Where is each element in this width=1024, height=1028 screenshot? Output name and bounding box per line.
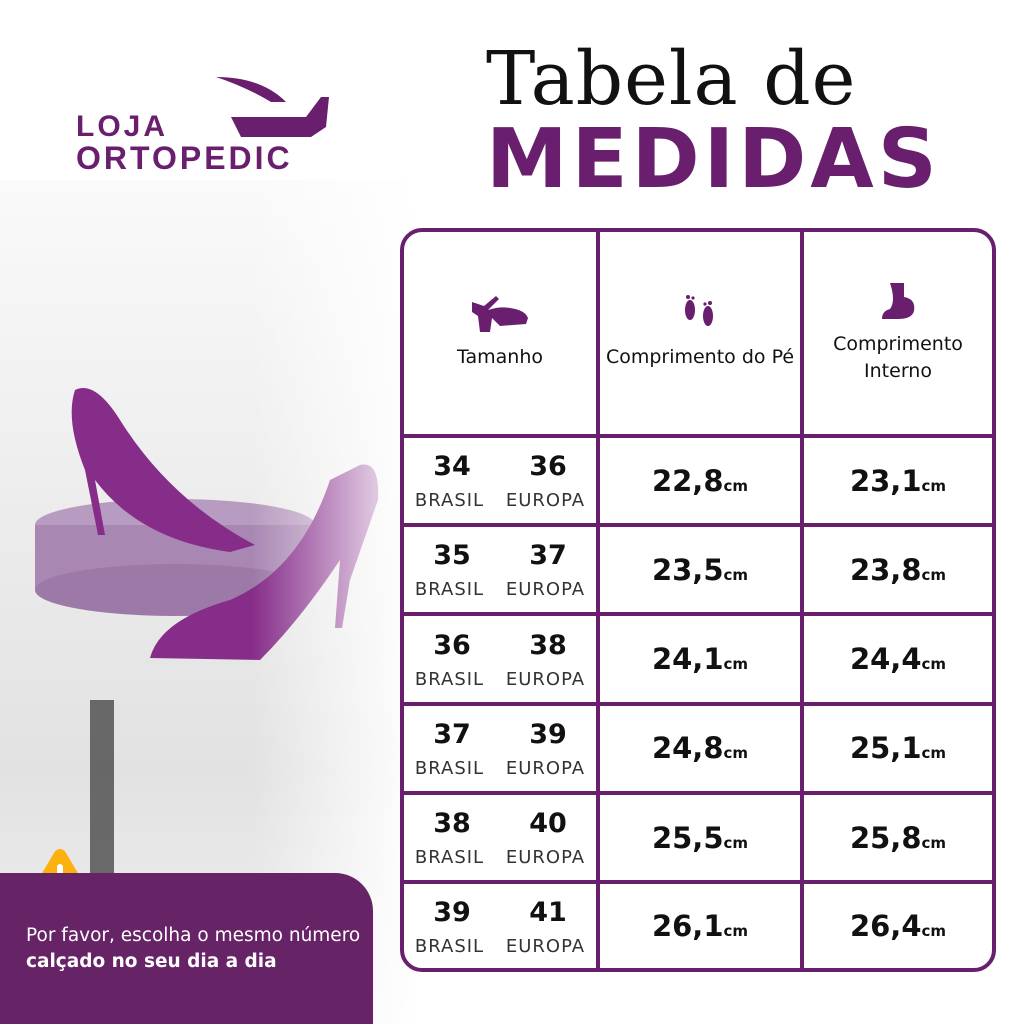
size-brasil: 34	[433, 451, 471, 483]
unit: cm	[723, 744, 749, 763]
table-row: 35 37 BRASIL EUROPA 23,5cm 23,8cm	[404, 527, 992, 617]
size-europa: 41	[529, 896, 567, 928]
label-brasil: BRASIL	[414, 668, 485, 690]
notice-text-regular: Por favor, escolha o mesmo número	[26, 925, 361, 946]
inner-length-value: 23,8	[849, 552, 922, 587]
label-europa: EUROPA	[505, 579, 586, 601]
table-row: 34 36 BRASIL EUROPA 22,8cm 23,1cm	[404, 437, 992, 528]
label-europa: EUROPA	[505, 847, 586, 869]
size-brasil: 39	[433, 896, 471, 928]
size-europa: 39	[529, 718, 567, 750]
size-brasil: 35	[433, 540, 471, 572]
size-europa: 36	[529, 451, 567, 483]
table-row: 38 40 BRASIL EUROPA 25,5cm 25,8cm	[404, 794, 992, 885]
unit: cm	[921, 744, 947, 763]
header-inner-length: Comprimento Interno	[804, 232, 992, 438]
size-europa: 40	[529, 808, 567, 840]
size-brasil: 36	[433, 629, 471, 661]
label-brasil: BRASIL	[414, 757, 485, 779]
inner-length-cell: 24,4cm	[804, 616, 992, 706]
inner-length-value: 26,4	[849, 909, 922, 944]
foot-length-cell: 22,8cm	[600, 437, 804, 528]
foot-length-value: 23,5	[651, 552, 724, 587]
size-cell: 39 41 BRASIL EUROPA	[404, 884, 600, 968]
label-brasil: BRASIL	[414, 935, 485, 957]
size-cell: 35 37 BRASIL EUROPA	[404, 527, 600, 617]
size-cell: 34 36 BRASIL EUROPA	[404, 437, 600, 528]
unit: cm	[723, 565, 749, 584]
brand-logo: LOJA ORTOPEDIC	[76, 72, 346, 182]
unit: cm	[723, 922, 749, 941]
header-foot-length: Comprimento do Pé	[600, 232, 804, 438]
inner-length-cell: 26,4cm	[804, 884, 992, 968]
size-cell: 38 40 BRASIL EUROPA	[404, 794, 600, 885]
header-inner-length-label: Comprimento Interno	[833, 332, 963, 382]
inner-length-cell: 25,8cm	[804, 795, 992, 885]
foot-length-cell: 24,1cm	[600, 616, 804, 706]
inner-length-cell: 25,1cm	[804, 706, 992, 795]
foot-length-value: 24,8	[651, 731, 724, 766]
unit: cm	[921, 655, 947, 674]
unit: cm	[723, 476, 749, 495]
size-europa: 38	[529, 629, 567, 661]
label-europa: EUROPA	[505, 490, 586, 512]
table-row: 36 38 BRASIL EUROPA 24,1cm 24,4cm	[404, 616, 992, 706]
foot-length-value: 24,1	[651, 642, 724, 677]
size-chart-table: Tamanho Comprimento do Pé Comprimento In…	[400, 228, 996, 972]
page-title-line2: MEDIDAS	[486, 112, 941, 207]
table-header-row: Tamanho Comprimento do Pé Comprimento In…	[404, 232, 992, 438]
logo-text-line1: LOJA	[76, 110, 169, 143]
foot-length-cell: 24,8cm	[600, 705, 804, 795]
unit: cm	[723, 833, 749, 852]
notice-text-bold: calçado no seu dia a dia	[26, 951, 277, 972]
notice-text: Por favor, escolha o mesmo número calçad…	[26, 923, 373, 975]
notice-banner: Por favor, escolha o mesmo número calçad…	[0, 873, 373, 1024]
label-brasil: BRASIL	[414, 579, 485, 601]
table-row: 39 41 BRASIL EUROPA 26,1cm 26,4cm	[404, 884, 992, 968]
foot-length-cell: 23,5cm	[600, 527, 804, 617]
inner-length-value: 25,8	[849, 820, 922, 855]
size-cell: 36 38 BRASIL EUROPA	[404, 616, 600, 706]
unit: cm	[921, 476, 947, 495]
header-size: Tamanho	[404, 232, 600, 438]
inner-length-value: 25,1	[849, 731, 922, 766]
label-europa: EUROPA	[505, 668, 586, 690]
unit: cm	[921, 922, 947, 941]
logo-text-line2: ORTOPEDIC	[76, 140, 293, 176]
foot-icon	[882, 282, 915, 319]
header-foot-length-label: Comprimento do Pé	[605, 346, 795, 369]
sandal-icon	[472, 296, 528, 333]
foot-length-value: 26,1	[651, 909, 724, 944]
size-cell: 37 39 BRASIL EUROPA	[404, 705, 600, 795]
foot-length-value: 25,5	[651, 820, 724, 855]
size-europa: 37	[529, 540, 567, 572]
winged-sandal-logo-icon	[216, 77, 329, 137]
unit: cm	[921, 833, 947, 852]
foot-length-cell: 25,5cm	[600, 794, 804, 885]
inner-length-cell: 23,1cm	[804, 438, 992, 528]
unit: cm	[723, 655, 749, 674]
header-size-label: Tamanho	[457, 346, 543, 369]
foot-length-value: 22,8	[651, 463, 724, 498]
inner-length-value: 24,4	[849, 642, 922, 677]
inner-length-value: 23,1	[849, 463, 922, 498]
size-brasil: 38	[433, 808, 471, 840]
size-brasil: 37	[433, 718, 471, 750]
label-brasil: BRASIL	[414, 847, 485, 869]
foot-length-cell: 26,1cm	[600, 884, 804, 968]
label-europa: EUROPA	[505, 935, 586, 957]
inner-length-cell: 23,8cm	[804, 527, 992, 617]
unit: cm	[921, 565, 947, 584]
label-europa: EUROPA	[505, 757, 586, 779]
page-title-line1: Tabela de	[486, 36, 857, 122]
label-brasil: BRASIL	[414, 490, 485, 512]
table-row: 37 39 BRASIL EUROPA 24,8cm 25,1cm	[404, 705, 992, 795]
footprints-icon	[685, 295, 713, 327]
